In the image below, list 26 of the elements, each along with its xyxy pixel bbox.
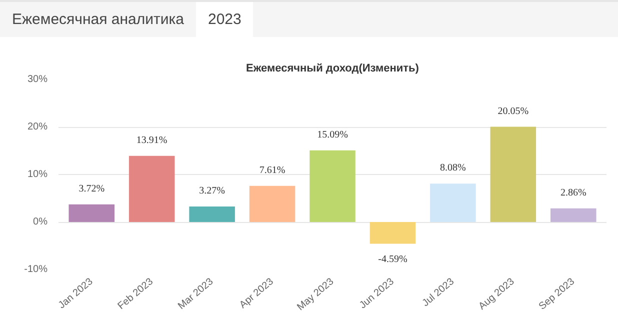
data-label: -4.59%	[378, 254, 408, 265]
y-tick-label: 10%	[27, 169, 48, 180]
bar	[128, 156, 175, 222]
data-label: 20.05%	[498, 106, 529, 117]
bar	[310, 150, 356, 222]
y-tick-label: 0%	[33, 216, 48, 228]
chart-title: Ежемесячный доход(Изменить)	[246, 62, 420, 74]
text: Ежемесячная аналитика	[0, 2, 196, 37]
data-label: 3.72%	[78, 183, 105, 194]
y-tick-label: 20%	[27, 122, 48, 132]
bar	[249, 186, 296, 222]
text: 2023	[196, 2, 254, 37]
bar	[430, 184, 476, 222]
data-label: 13.91%	[136, 134, 168, 146]
y-tick-label: -10%	[24, 264, 48, 275]
bar	[550, 208, 596, 222]
data-label: 2.86%	[560, 187, 586, 198]
data-label: 3.27%	[199, 185, 225, 196]
bar	[370, 222, 416, 244]
data-label: 15.09%	[317, 129, 348, 140]
data-label: 7.61%	[259, 164, 286, 176]
bar	[68, 204, 115, 222]
bar	[189, 206, 235, 222]
bar	[490, 126, 536, 222]
y-tick-label: 30%	[27, 74, 48, 85]
data-label: 8.08%	[440, 162, 466, 174]
